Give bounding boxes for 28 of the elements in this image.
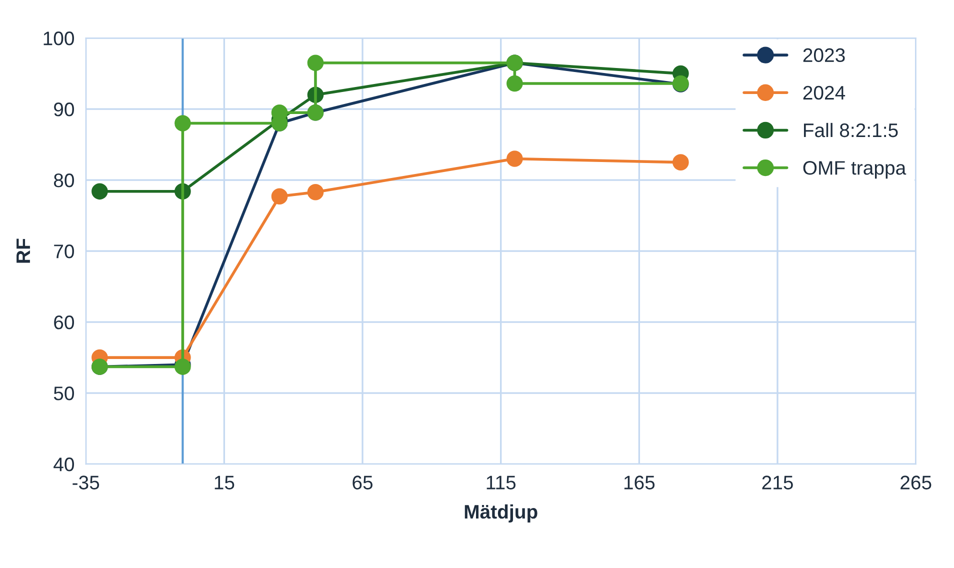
x-tick-label: 165 xyxy=(624,476,655,490)
x-tick-label: 215 xyxy=(762,476,793,490)
y-tick-label: 70 xyxy=(54,244,74,258)
point xyxy=(92,183,108,200)
y-tick-label: 50 xyxy=(54,386,74,400)
legend-label: OMF trappa xyxy=(803,161,906,179)
x-tick-label: 15 xyxy=(214,476,234,490)
y-tick-label: 100 xyxy=(44,32,74,46)
x-tick-label: 65 xyxy=(352,476,373,490)
point xyxy=(506,75,523,92)
point xyxy=(174,115,191,132)
point xyxy=(307,54,324,72)
point xyxy=(506,150,523,167)
legend-label: Fall 8:2:1:5 xyxy=(804,122,898,138)
y-tick-label: 60 xyxy=(54,316,74,330)
x-tick-label: -35 xyxy=(72,476,100,490)
legend-label: 2024 xyxy=(803,86,846,100)
y-tick-label: 90 xyxy=(54,102,74,116)
point xyxy=(271,188,288,205)
y-tick-label: 40 xyxy=(54,458,74,472)
x-tick-label: 265 xyxy=(900,476,932,490)
legend-label: 2023 xyxy=(803,48,845,62)
point xyxy=(672,154,689,170)
y-axis-title: RF xyxy=(16,238,30,263)
y-tick-label: 80 xyxy=(54,174,74,188)
x-tick-label: 115 xyxy=(486,476,516,490)
x-axis-title: Mätdjup xyxy=(464,504,538,523)
point xyxy=(307,184,324,200)
